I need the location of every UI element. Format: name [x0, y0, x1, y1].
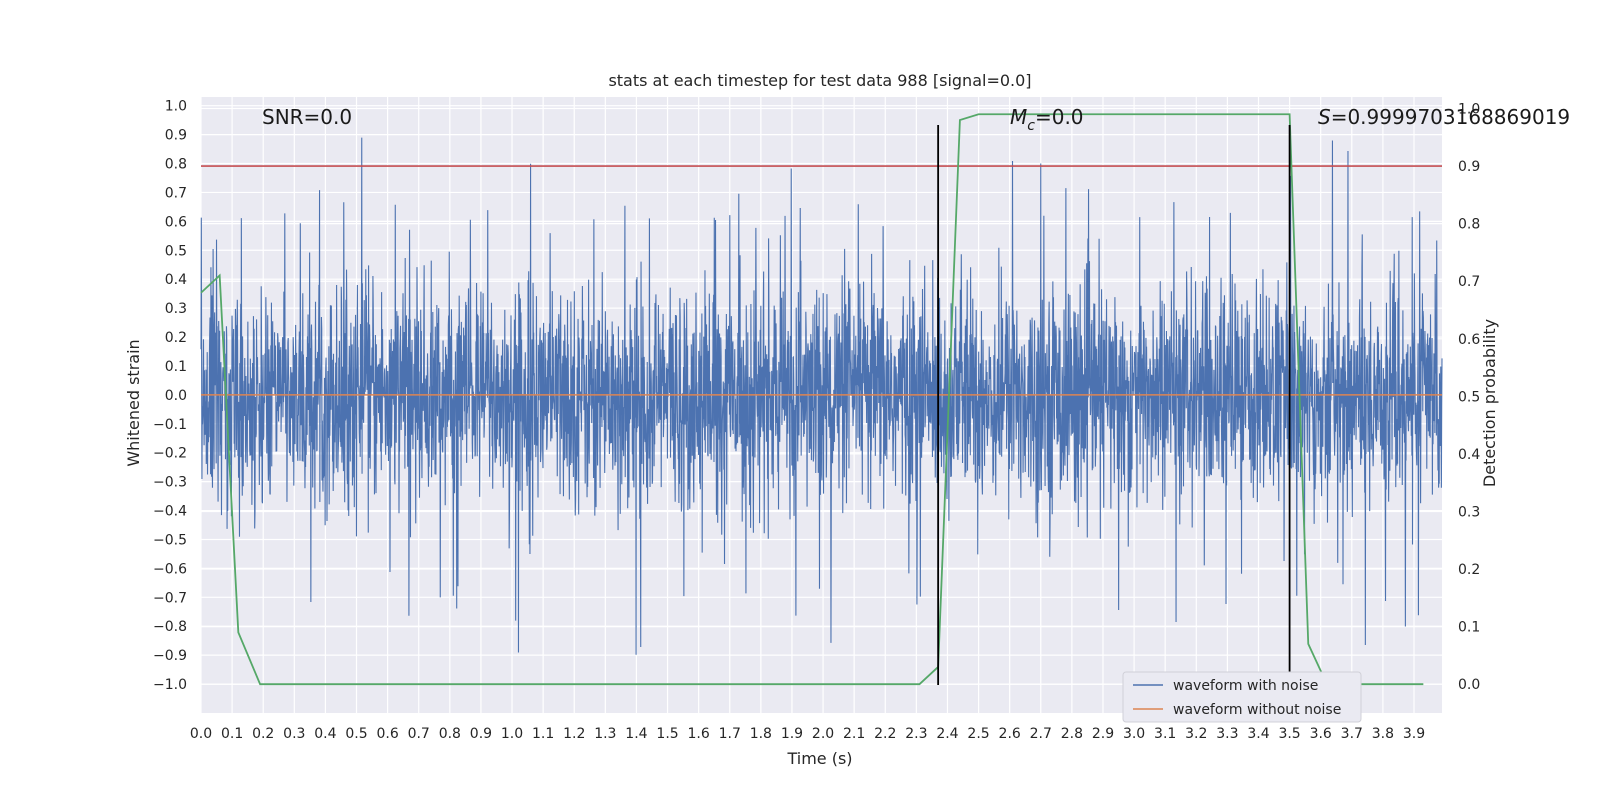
x-tick-label: 0.7 [408, 726, 430, 742]
x-tick-label: 0.9 [470, 726, 492, 742]
detection-probability-line [200, 113, 1424, 686]
y-tick-label: 0.4 [165, 272, 187, 288]
x-tick-label: 1.1 [532, 726, 554, 742]
x-tick-label: 3.5 [1278, 726, 1300, 742]
x-tick-label: 2.6 [999, 726, 1021, 742]
y-tick-label: −1.0 [153, 677, 187, 693]
chart-title: stats at each timestep for test data 988… [608, 71, 1031, 90]
x-tick-label: 2.1 [843, 726, 865, 742]
annotation-mc-value: =0.0 [1035, 105, 1084, 129]
y2-axis-label: Detection probability [1480, 319, 1499, 487]
x-tick-label: 1.3 [594, 726, 616, 742]
x-tick-label: 1.9 [781, 726, 803, 742]
x-tick-label: 1.5 [656, 726, 678, 742]
x-tick-label: 0.0 [190, 726, 212, 742]
annotation-mc: Mc=0.0 [1010, 105, 1084, 134]
x-tick-label: 1.2 [563, 726, 585, 742]
x-tick-label: 3.4 [1247, 726, 1269, 742]
y-tick-label: −0.3 [153, 475, 187, 491]
x-tick-label: 1.4 [625, 726, 647, 742]
y-tick-label: −0.5 [153, 532, 187, 548]
y-tick-label: 0.8 [165, 157, 187, 173]
y2-tick-label: 0.8 [1458, 217, 1480, 233]
y2-tick-label: 0.7 [1458, 274, 1480, 290]
y-tick-label: 0.6 [165, 214, 187, 230]
annotation-snr: SNR=0.0 [262, 105, 352, 129]
y-tick-label: 0.7 [165, 185, 187, 201]
x-tick-label: 2.8 [1061, 726, 1083, 742]
y-tick-label: −0.1 [153, 417, 187, 433]
y-axis-label: Whitened strain [124, 339, 143, 466]
y-tick-label: −0.6 [153, 561, 187, 577]
y-tick-label: 0.0 [165, 388, 187, 404]
annotation-mc-sub: c [1027, 118, 1035, 134]
y2-tick-label: 0.1 [1458, 620, 1480, 636]
y2-tick-label: 0.0 [1458, 677, 1480, 693]
x-tick-label: 3.3 [1216, 726, 1238, 742]
overlays [200, 113, 1442, 686]
x-tick-label: 2.3 [905, 726, 927, 742]
x-tick-label: 3.9 [1403, 726, 1425, 742]
x-tick-label: 2.5 [967, 726, 989, 742]
x-axis-label: Time (s) [786, 749, 852, 768]
y2-tick-label: 0.2 [1458, 562, 1480, 578]
y2-tick-label: 0.5 [1458, 389, 1480, 405]
x-tick-label: 0.3 [283, 726, 305, 742]
legend-box [1122, 671, 1362, 723]
y2-tick-label: 0.6 [1458, 332, 1480, 348]
x-tick-label: 3.1 [1154, 726, 1176, 742]
y2-tick-label: 0.3 [1458, 505, 1480, 521]
y-tick-label: 0.5 [165, 243, 187, 259]
x-tick-label: 3.0 [1123, 726, 1145, 742]
x-tick-label: 0.2 [252, 726, 274, 742]
y-tick-label: 0.2 [165, 330, 187, 346]
y-tick-label: −0.8 [153, 619, 187, 635]
x-tick-label: 2.2 [874, 726, 896, 742]
noise-waveform-line [200, 137, 1443, 655]
annotation-mc-symbol: M [1010, 105, 1027, 129]
x-tick-label: 0.6 [376, 726, 398, 742]
y-tick-label: −0.4 [153, 504, 187, 520]
y-tick-label: 1.0 [165, 99, 187, 115]
x-tick-label: 0.4 [314, 726, 336, 742]
x-tick-label: 0.5 [345, 726, 367, 742]
y-tick-label: −0.7 [153, 590, 187, 606]
legend-entry-noise: waveform with noise [1173, 678, 1318, 694]
x-tick-label: 2.4 [936, 726, 958, 742]
y2-tick-label: 0.9 [1458, 159, 1480, 175]
series-waveform-with-noise [200, 137, 1443, 655]
x-tick-label: 0.8 [439, 726, 461, 742]
x-tick-label: 2.0 [812, 726, 834, 742]
y-tick-label: 0.1 [165, 359, 187, 375]
x-tick-label: 0.1 [221, 726, 243, 742]
y-tick-label: 0.9 [165, 128, 187, 144]
x-tick-label: 2.7 [1030, 726, 1052, 742]
x-tick-label: 2.9 [1092, 726, 1114, 742]
legend-entry-clean: waveform without noise [1173, 702, 1341, 718]
x-tick-label: 1.6 [688, 726, 710, 742]
x-tick-label: 1.8 [750, 726, 772, 742]
x-tick-label: 3.8 [1372, 726, 1394, 742]
annotation-s-symbol: S [1318, 105, 1331, 129]
x-tick-label: 3.6 [1310, 726, 1332, 742]
y-tick-label: −0.9 [153, 648, 187, 664]
annotation-s-value: =0.9999703168869019 [1331, 105, 1570, 129]
x-tick-label: 3.2 [1185, 726, 1207, 742]
y-tick-label: 0.3 [165, 301, 187, 317]
y2-tick-label: 0.4 [1458, 447, 1480, 463]
annotation-s: S=0.9999703168869019 [1318, 105, 1570, 129]
x-tick-label: 1.7 [719, 726, 741, 742]
y-tick-label: −0.2 [153, 446, 187, 462]
axis-ticks: 0.0 0.1 0.2 0.3 0.4 0.5 0.6 0.7 0.8 0.9 1.0 1.1 1.2 1… [153, 99, 1480, 742]
x-tick-label: 1.0 [501, 726, 523, 742]
x-tick-label: 3.7 [1341, 726, 1363, 742]
y2-tick-label: 1.0 [1458, 102, 1480, 118]
legend: waveform with noise waveform without noi… [1122, 671, 1362, 723]
